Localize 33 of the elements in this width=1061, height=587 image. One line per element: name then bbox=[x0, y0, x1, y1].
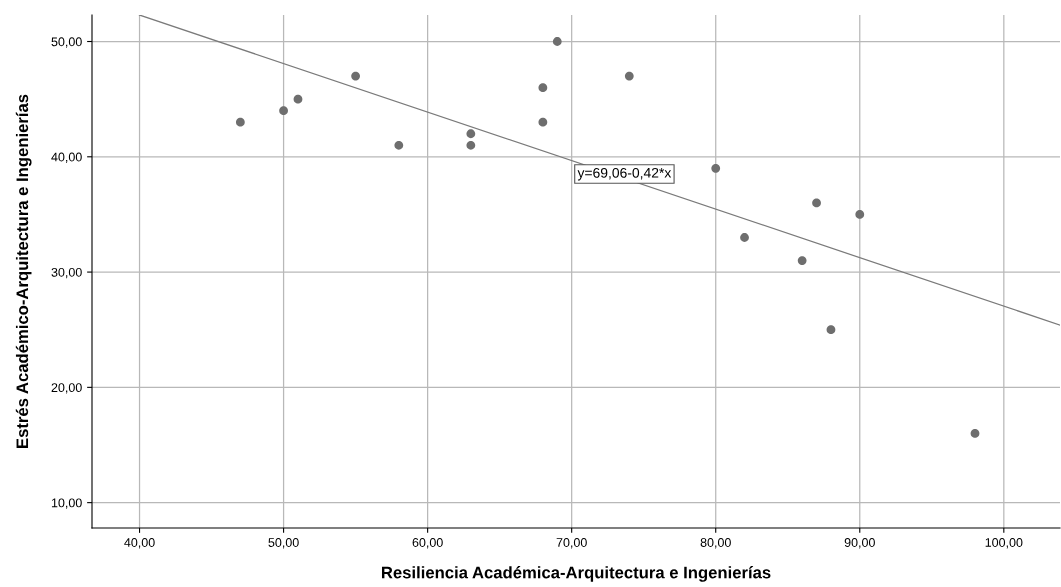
point bbox=[394, 140, 404, 150]
x-tick-label: 70,00 bbox=[556, 538, 587, 549]
x-tick-label: 60,00 bbox=[412, 538, 443, 549]
point bbox=[466, 129, 476, 139]
x-tick-label: 90,00 bbox=[844, 538, 875, 549]
point bbox=[624, 71, 634, 81]
point bbox=[279, 106, 288, 116]
point bbox=[855, 210, 865, 219]
point bbox=[797, 256, 807, 265]
point bbox=[552, 37, 562, 46]
point bbox=[538, 83, 548, 93]
x-tick-label: 40,00 bbox=[124, 538, 155, 549]
point bbox=[711, 163, 721, 173]
y-tick-label: 10,00 bbox=[51, 498, 82, 509]
y-tick-label: 20,00 bbox=[51, 383, 82, 394]
point bbox=[812, 198, 821, 208]
x-tick-label: 80,00 bbox=[700, 538, 731, 549]
point bbox=[826, 325, 836, 335]
point bbox=[740, 233, 749, 242]
x-tick-label: 50,00 bbox=[268, 538, 299, 549]
point bbox=[538, 117, 548, 127]
point bbox=[970, 429, 980, 438]
x-axis-title: Resiliencia Académica-Arquitectura e Ingenierías bbox=[381, 566, 771, 582]
point bbox=[293, 94, 303, 104]
point bbox=[235, 117, 245, 127]
point bbox=[351, 71, 360, 81]
y-tick-label: 50,00 bbox=[51, 37, 82, 48]
x-tick-label: 100,00 bbox=[985, 538, 1023, 549]
y-tick-label: 30,00 bbox=[51, 267, 82, 279]
annotation: y=69,06-0,42*x bbox=[577, 167, 672, 181]
point bbox=[466, 140, 476, 150]
y-axis-title: Estrés Académico-Arquitectura e Ingenierías bbox=[15, 94, 32, 448]
y-tick-label: 40,00 bbox=[51, 152, 82, 163]
